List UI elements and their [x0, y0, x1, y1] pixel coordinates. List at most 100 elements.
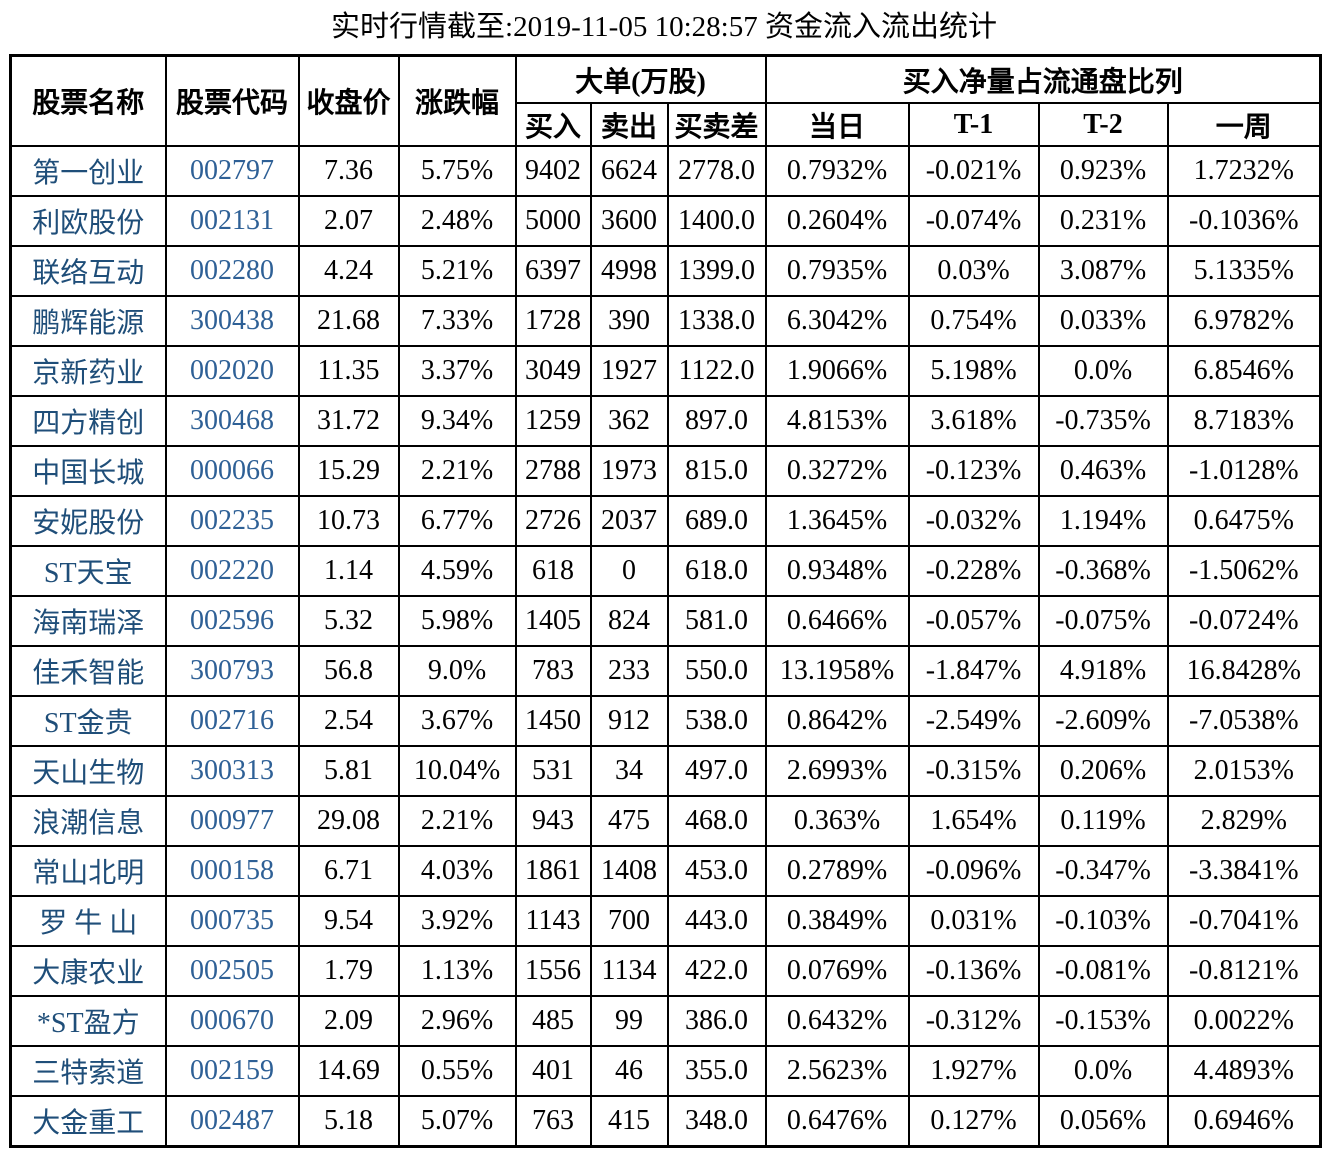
stock-code-cell: 002716	[164, 695, 300, 748]
t1-ratio-cell: -0.136%	[907, 945, 1040, 998]
t2-ratio-cell: -0.735%	[1037, 395, 1169, 448]
buy-sell-diff-cell: 689.0	[666, 495, 767, 548]
week-ratio-cell: 1.7232%	[1166, 145, 1322, 198]
stock-name-cell: ST金贵	[9, 695, 167, 748]
stock-code-cell: 002487	[164, 1095, 300, 1148]
close-price-cell: 21.68	[297, 295, 400, 348]
close-price-cell: 2.07	[297, 195, 400, 248]
stock-name-cell: 大康农业	[9, 945, 167, 998]
change-pct-cell: 5.07%	[397, 1095, 517, 1148]
change-pct-cell: 3.37%	[397, 345, 517, 398]
week-ratio-cell: 2.829%	[1166, 795, 1322, 848]
t2-ratio-cell: -0.153%	[1037, 995, 1169, 1048]
today-ratio-cell: 2.6993%	[764, 745, 910, 798]
t2-ratio-cell: 0.231%	[1037, 195, 1169, 248]
stock-name-cell: 大金重工	[9, 1095, 167, 1148]
sell-volume-cell: 475	[589, 795, 669, 848]
buy-sell-diff-cell: 1400.0	[666, 195, 767, 248]
buy-sell-diff-cell: 538.0	[666, 695, 767, 748]
stock-code-cell: 002159	[164, 1045, 300, 1098]
stock-code-cell: 300438	[164, 295, 300, 348]
buy-volume-cell: 1143	[514, 895, 592, 948]
stock-code-cell: 000066	[164, 445, 300, 498]
table-row: 中国长城 000066 15.29 2.21% 2788 1973 815.0 0.3272%…	[9, 445, 1322, 498]
today-ratio-cell: 1.3645%	[764, 495, 910, 548]
table-row: 三特索道 002159 14.69 0.55% 401 46 355.0 2.5623% 1.9…	[9, 1045, 1322, 1098]
change-pct-cell: 9.0%	[397, 645, 517, 698]
stock-name-cell: 京新药业	[9, 345, 167, 398]
change-pct-cell: 5.98%	[397, 595, 517, 648]
page-title: 实时行情截至:2019-11-05 10:28:57 资金流入流出统计	[331, 11, 997, 43]
buy-volume-cell: 401	[514, 1045, 592, 1098]
buy-volume-cell: 943	[514, 795, 592, 848]
t2-ratio-cell: 0.033%	[1037, 295, 1169, 348]
t2-ratio-cell: -0.075%	[1037, 595, 1169, 648]
t1-ratio-cell: 5.198%	[907, 345, 1040, 398]
change-pct-cell: 7.33%	[397, 295, 517, 348]
header-t1: T-1	[907, 102, 1040, 148]
header-sell: 卖出	[589, 102, 669, 148]
table-row: 常山北明 000158 6.71 4.03% 1861 1408 453.0 0.2789% -…	[9, 845, 1322, 898]
header-group-row: 股票名称 股票代码 收盘价 涨跌幅 大单(万股) 买入净量占流通盘比列	[9, 54, 1322, 148]
table-row: 安妮股份 002235 10.73 6.77% 2726 2037 689.0 1.3645%…	[9, 495, 1322, 548]
sell-volume-cell: 46	[589, 1045, 669, 1098]
buy-volume-cell: 763	[514, 1095, 592, 1148]
change-pct-cell: 5.75%	[397, 145, 517, 198]
week-ratio-cell: -7.0538%	[1166, 695, 1322, 748]
buy-volume-cell: 1259	[514, 395, 592, 448]
stock-code-cell: 300793	[164, 645, 300, 698]
close-price-cell: 1.14	[297, 545, 400, 598]
today-ratio-cell: 13.1958%	[764, 645, 910, 698]
t2-ratio-cell: 0.0%	[1037, 345, 1169, 398]
change-pct-cell: 2.21%	[397, 795, 517, 848]
buy-sell-diff-cell: 348.0	[666, 1095, 767, 1148]
table-body: 第一创业 002797 7.36 5.75% 9402 6624 2778.0 0.7932%…	[9, 145, 1322, 1148]
close-price-cell: 2.54	[297, 695, 400, 748]
stock-code-cell: 002797	[164, 145, 300, 198]
t1-ratio-cell: -0.096%	[907, 845, 1040, 898]
buy-volume-cell: 6397	[514, 245, 592, 298]
close-price-cell: 1.79	[297, 945, 400, 998]
stock-name-cell: 三特索道	[9, 1045, 167, 1098]
table-row: 浪潮信息 000977 29.08 2.21% 943 475 468.0 0.363% 1.6…	[9, 795, 1322, 848]
buy-sell-diff-cell: 355.0	[666, 1045, 767, 1098]
table-row: 天山生物 300313 5.81 10.04% 531 34 497.0 2.6993% -0.…	[9, 745, 1322, 798]
t2-ratio-cell: -2.609%	[1037, 695, 1169, 748]
table-header: 股票名称 股票代码 收盘价 涨跌幅 大单(万股) 买入净量占流通盘比列 买入 卖…	[9, 54, 1322, 148]
header-large-order-group: 大单(万股)	[514, 54, 767, 105]
stock-flow-table: 股票名称 股票代码 收盘价 涨跌幅 大单(万股) 买入净量占流通盘比列 买入 卖…	[9, 53, 1323, 1148]
today-ratio-cell: 0.3272%	[764, 445, 910, 498]
today-ratio-cell: 0.2789%	[764, 845, 910, 898]
close-price-cell: 5.18	[297, 1095, 400, 1148]
stock-name-cell: 常山北明	[9, 845, 167, 898]
today-ratio-cell: 0.6476%	[764, 1095, 910, 1148]
t1-ratio-cell: -2.549%	[907, 695, 1040, 748]
stock-name-cell: 佳禾智能	[9, 645, 167, 698]
t1-ratio-cell: -0.021%	[907, 145, 1040, 198]
t1-ratio-cell: -0.074%	[907, 195, 1040, 248]
close-price-cell: 15.29	[297, 445, 400, 498]
t2-ratio-cell: 0.056%	[1037, 1095, 1169, 1148]
sell-volume-cell: 700	[589, 895, 669, 948]
buy-sell-diff-cell: 497.0	[666, 745, 767, 798]
change-pct-cell: 1.13%	[397, 945, 517, 998]
close-price-cell: 4.24	[297, 245, 400, 298]
header-stock-name: 股票名称	[9, 54, 167, 148]
buy-sell-diff-cell: 422.0	[666, 945, 767, 998]
week-ratio-cell: -0.0724%	[1166, 595, 1322, 648]
stock-code-cell: 000670	[164, 995, 300, 1048]
buy-sell-diff-cell: 1338.0	[666, 295, 767, 348]
stock-code-cell: 300313	[164, 745, 300, 798]
change-pct-cell: 0.55%	[397, 1045, 517, 1098]
today-ratio-cell: 4.8153%	[764, 395, 910, 448]
stock-name-cell: 四方精创	[9, 395, 167, 448]
buy-sell-diff-cell: 2778.0	[666, 145, 767, 198]
close-price-cell: 6.71	[297, 845, 400, 898]
table-row: *ST盈方 000670 2.09 2.96% 485 99 386.0 0.6432% -0.…	[9, 995, 1322, 1048]
buy-volume-cell: 2726	[514, 495, 592, 548]
today-ratio-cell: 0.7932%	[764, 145, 910, 198]
stock-name-cell: 罗 牛 山	[9, 895, 167, 948]
stock-name-cell: 联络互动	[9, 245, 167, 298]
change-pct-cell: 10.04%	[397, 745, 517, 798]
week-ratio-cell: 8.7183%	[1166, 395, 1322, 448]
